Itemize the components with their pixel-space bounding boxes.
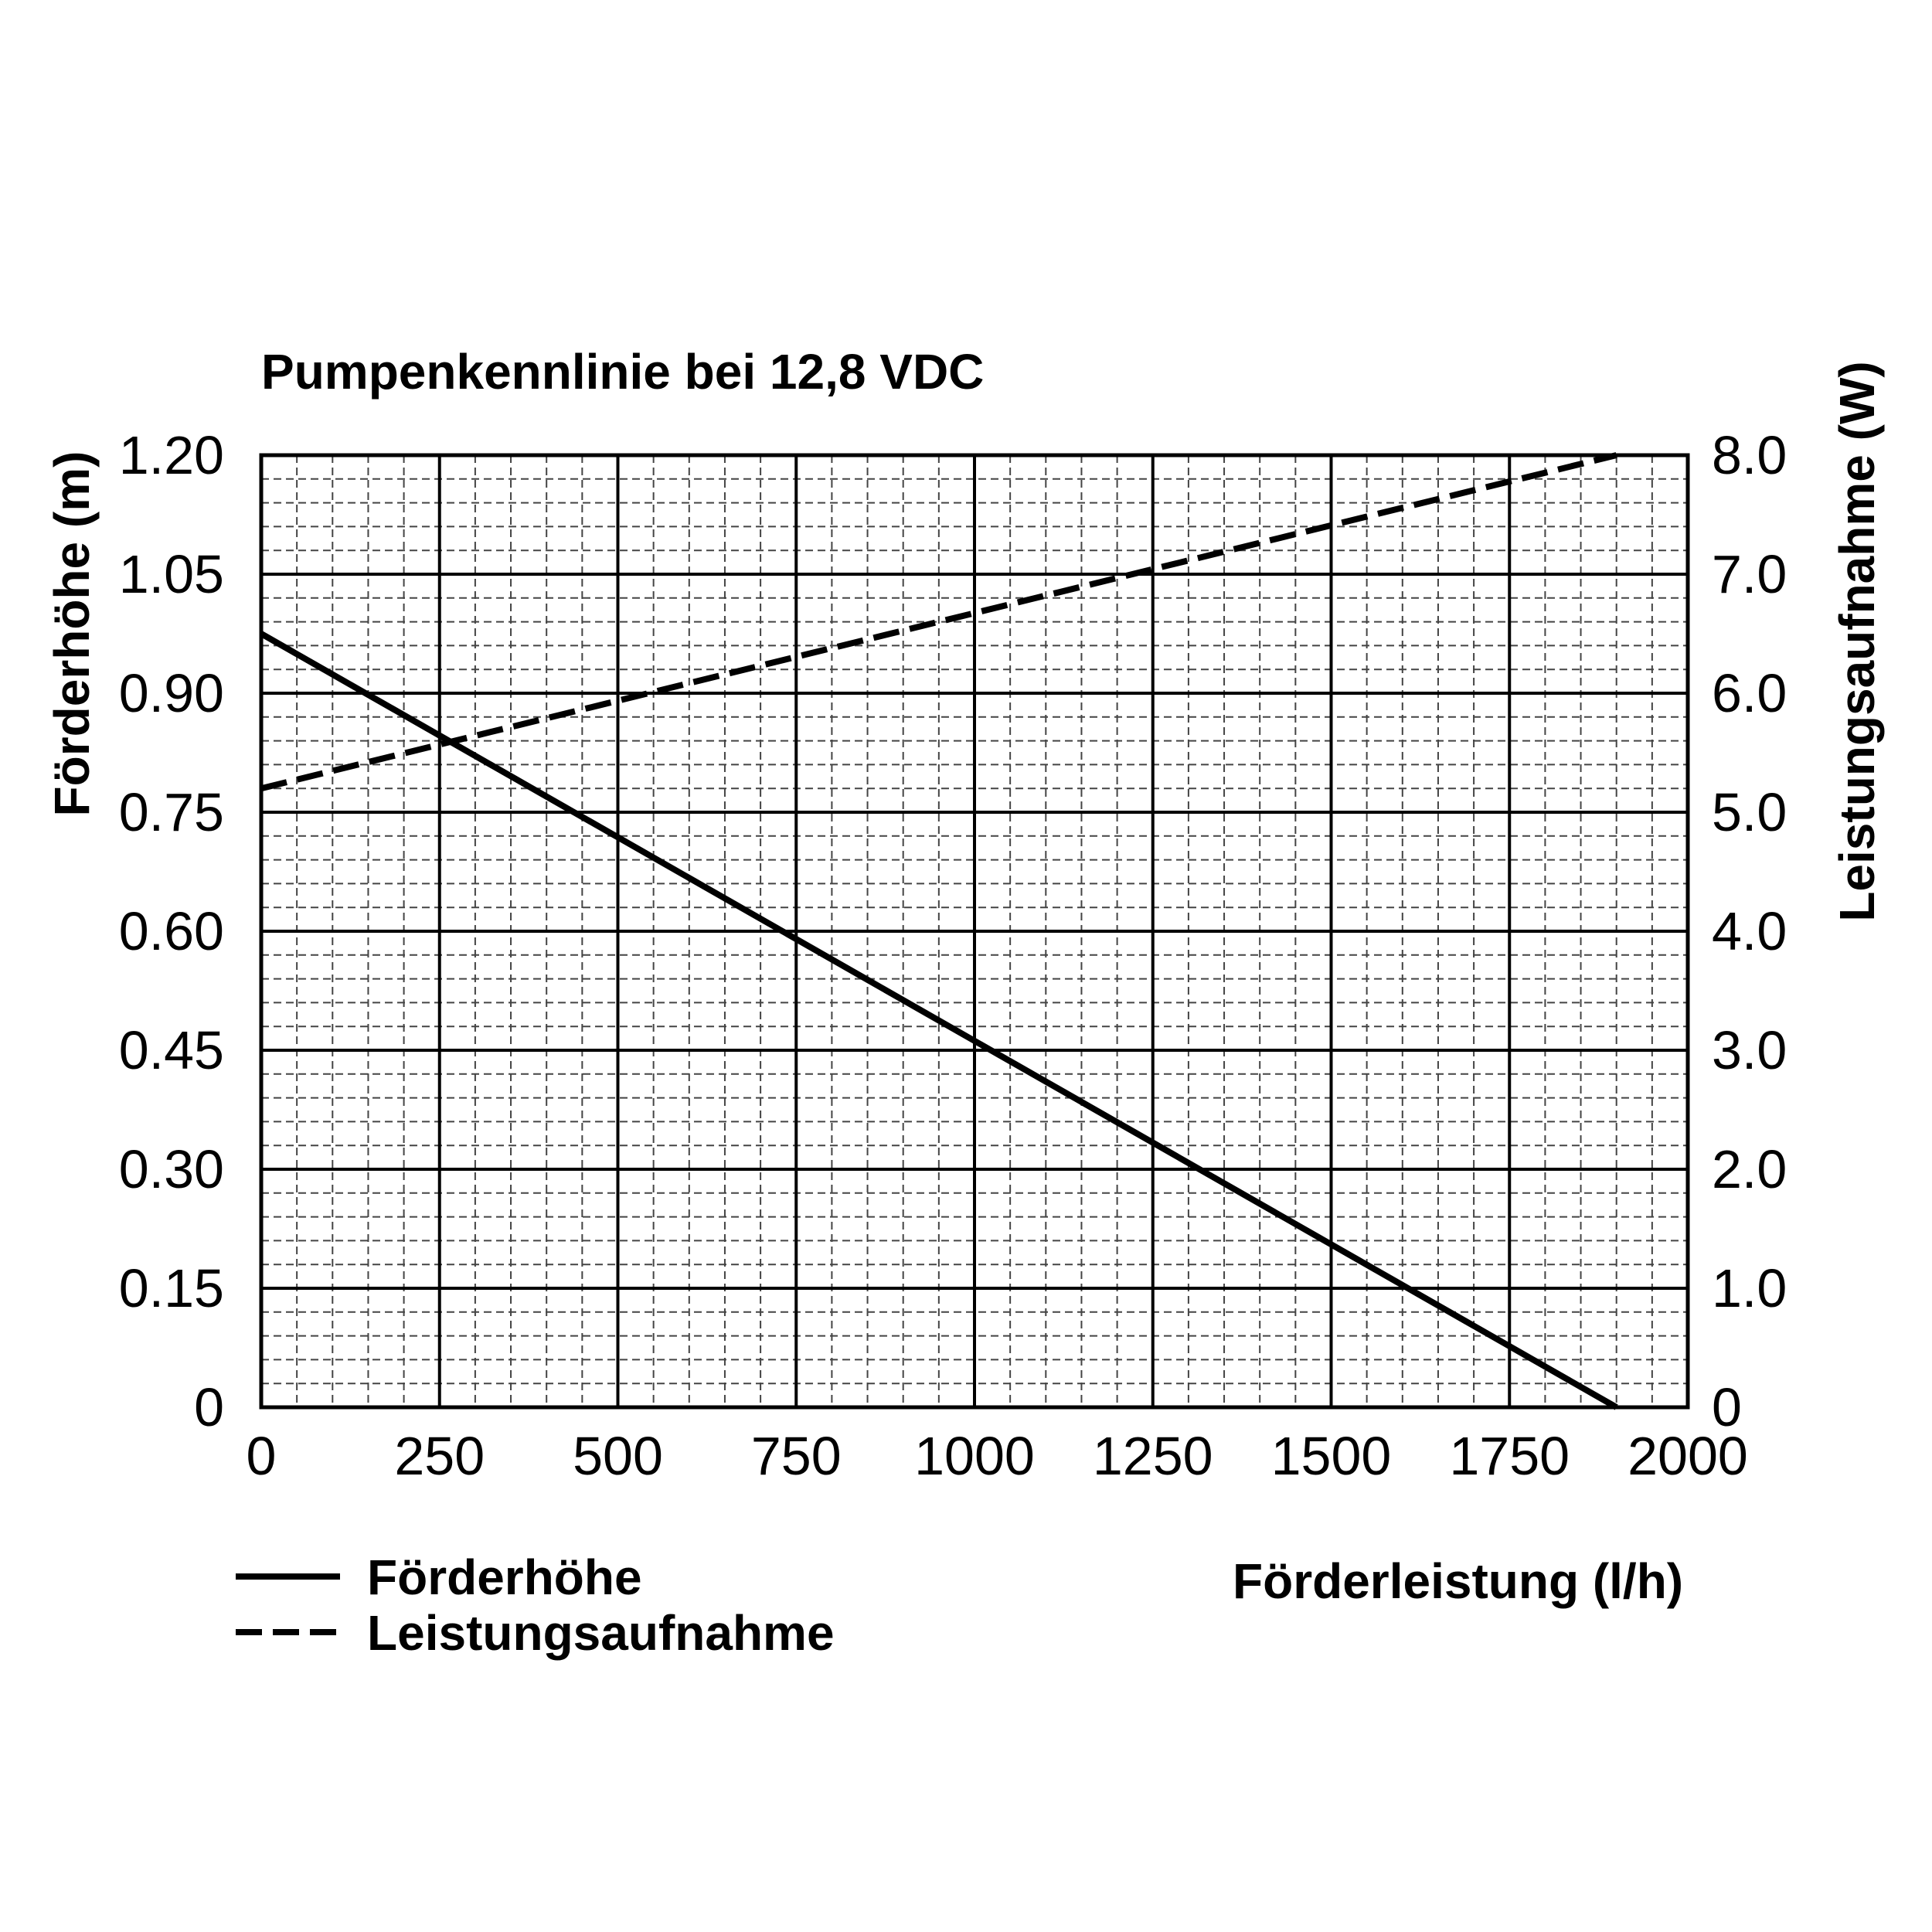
- y-axis-label: Förderhöhe (m): [44, 451, 100, 817]
- series-layer: [260, 452, 1618, 1410]
- x-tick-label: 0: [247, 1426, 277, 1486]
- y2-tick-label: 7.0: [1712, 544, 1787, 604]
- y-tick-label: 0.45: [119, 1020, 224, 1080]
- y2-tick-label: 0: [1712, 1377, 1742, 1437]
- y2-tick-label: 2.0: [1712, 1139, 1787, 1199]
- y-tick-label: 1.05: [119, 544, 224, 604]
- series-line-foerderhoehe: [260, 631, 1618, 1410]
- legend-label-foerderhoehe: Förderhöhe: [367, 1549, 642, 1605]
- y2-tick-label: 1.0: [1712, 1258, 1787, 1318]
- y-tick-labels: 0 0.15 0.30 0.45 0.60 0.75 0.90 1.05 1.20: [119, 425, 224, 1437]
- y2-tick-label: 3.0: [1712, 1020, 1787, 1080]
- y-tick-label: 0.15: [119, 1258, 224, 1318]
- y2-axis-label: Leistungsaufnahme (W): [1829, 361, 1885, 921]
- x-tick-label: 250: [394, 1426, 485, 1486]
- series-line-leistungsaufnahme: [260, 452, 1617, 792]
- y2-tick-label: 6.0: [1712, 663, 1787, 723]
- legend-label-leistungsaufnahme: Leistungsaufnahme: [367, 1605, 835, 1661]
- plot-frame: [259, 453, 1690, 1410]
- x-axis-label: Förderleistung (l/h): [1233, 1553, 1683, 1609]
- y2-tick-labels: 0 1.0 2.0 3.0 4.0 5.0 6.0 7.0 8.0: [1712, 425, 1787, 1437]
- x-tick-label: 500: [573, 1426, 663, 1486]
- y-tick-label: 0: [194, 1377, 224, 1437]
- x-tick-label: 1000: [914, 1426, 1035, 1486]
- x-tick-label: 2000: [1628, 1426, 1748, 1486]
- x-tick-label: 1500: [1271, 1426, 1392, 1486]
- x-tick-label: 1250: [1093, 1426, 1213, 1486]
- y2-tick-label: 8.0: [1712, 425, 1787, 485]
- x-tick-label: 1750: [1449, 1426, 1570, 1486]
- y-tick-label: 0.75: [119, 782, 224, 842]
- y-tick-label: 0.30: [119, 1139, 224, 1199]
- legend: Förderhöhe Leistungsaufnahme: [236, 1549, 835, 1661]
- major-grid: [261, 455, 1688, 1407]
- chart-title: Pumpenkennlinie bei 12,8 VDC: [261, 344, 984, 400]
- y2-tick-label: 4.0: [1712, 901, 1787, 961]
- x-tick-labels: 0 250 500 750 1000 1250 1500 1750 2000: [247, 1426, 1748, 1486]
- y-tick-label: 0.90: [119, 663, 224, 723]
- x-tick-label: 750: [751, 1426, 842, 1486]
- minor-grid: [261, 455, 1688, 1407]
- y2-tick-label: 5.0: [1712, 782, 1787, 842]
- y-tick-label: 1.20: [119, 425, 224, 485]
- y-tick-label: 0.60: [119, 901, 224, 961]
